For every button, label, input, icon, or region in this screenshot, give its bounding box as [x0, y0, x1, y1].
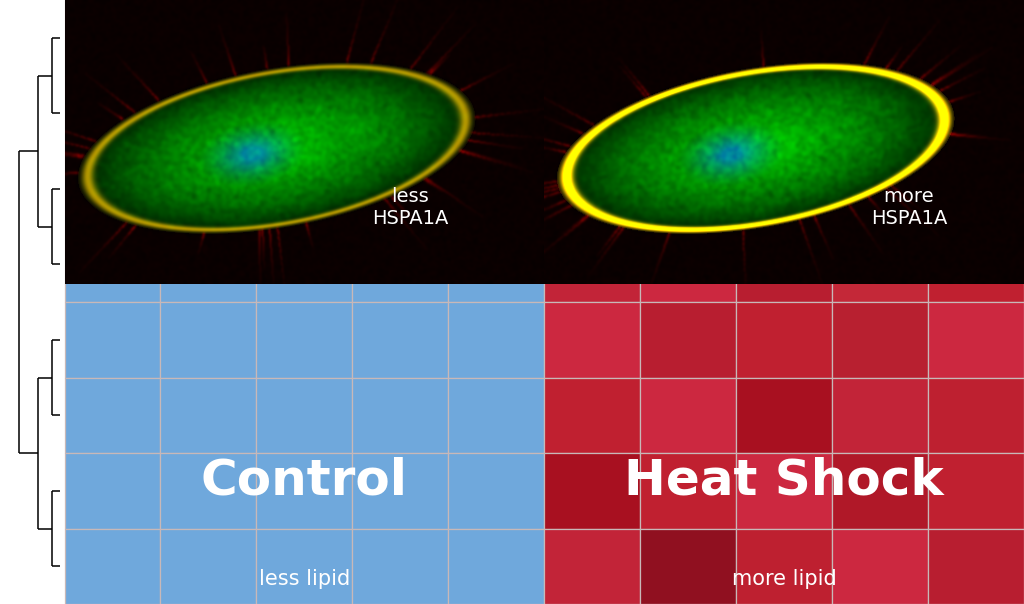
- Bar: [928, 453, 1024, 528]
- Bar: [545, 453, 640, 528]
- Bar: [640, 453, 736, 528]
- Bar: [736, 453, 833, 528]
- Bar: [545, 378, 640, 453]
- Bar: [640, 302, 736, 378]
- Bar: [65, 378, 161, 453]
- Bar: [833, 378, 928, 453]
- Bar: [449, 378, 545, 453]
- Bar: [256, 226, 352, 302]
- Bar: [736, 302, 833, 378]
- Bar: [640, 151, 736, 226]
- Bar: [256, 453, 352, 528]
- Bar: [161, 302, 256, 378]
- Bar: [640, 226, 736, 302]
- Bar: [352, 226, 449, 302]
- Bar: [161, 226, 256, 302]
- Bar: [256, 528, 352, 604]
- Bar: [256, 378, 352, 453]
- Bar: [352, 453, 449, 528]
- Bar: [161, 151, 256, 226]
- Bar: [928, 378, 1024, 453]
- Bar: [449, 76, 545, 151]
- Bar: [736, 378, 833, 453]
- Bar: [736, 528, 833, 604]
- Bar: [736, 76, 833, 151]
- Bar: [928, 151, 1024, 226]
- Bar: [833, 453, 928, 528]
- Bar: [545, 528, 640, 604]
- Bar: [65, 528, 161, 604]
- Bar: [65, 0, 161, 76]
- Bar: [161, 378, 256, 453]
- Bar: [736, 151, 833, 226]
- Bar: [545, 302, 640, 378]
- Bar: [833, 0, 928, 76]
- Bar: [449, 453, 545, 528]
- Bar: [833, 528, 928, 604]
- Bar: [833, 226, 928, 302]
- Text: Control: Control: [201, 456, 408, 504]
- Bar: [640, 76, 736, 151]
- Text: less lipid: less lipid: [259, 568, 350, 589]
- Bar: [545, 226, 640, 302]
- Bar: [640, 0, 736, 76]
- Bar: [449, 528, 545, 604]
- Bar: [65, 76, 161, 151]
- Text: Heat Shock: Heat Shock: [625, 456, 944, 504]
- Bar: [161, 0, 256, 76]
- Bar: [256, 151, 352, 226]
- Bar: [449, 151, 545, 226]
- Text: more lipid: more lipid: [732, 568, 837, 589]
- Bar: [256, 302, 352, 378]
- Bar: [928, 302, 1024, 378]
- Bar: [352, 151, 449, 226]
- Bar: [161, 76, 256, 151]
- Bar: [736, 226, 833, 302]
- Bar: [833, 76, 928, 151]
- Bar: [65, 151, 161, 226]
- Bar: [833, 302, 928, 378]
- Bar: [545, 0, 640, 76]
- Bar: [545, 151, 640, 226]
- Bar: [545, 76, 640, 151]
- Bar: [256, 0, 352, 76]
- Bar: [928, 0, 1024, 76]
- Bar: [928, 528, 1024, 604]
- Bar: [352, 302, 449, 378]
- Bar: [256, 76, 352, 151]
- Bar: [352, 528, 449, 604]
- Bar: [449, 226, 545, 302]
- Bar: [65, 453, 161, 528]
- Bar: [449, 302, 545, 378]
- Bar: [65, 302, 161, 378]
- Text: more
HSPA1A: more HSPA1A: [870, 187, 947, 228]
- Bar: [352, 0, 449, 76]
- Bar: [161, 453, 256, 528]
- Bar: [65, 226, 161, 302]
- Bar: [928, 76, 1024, 151]
- Bar: [833, 151, 928, 226]
- Bar: [640, 378, 736, 453]
- Bar: [352, 76, 449, 151]
- Bar: [449, 0, 545, 76]
- Bar: [736, 0, 833, 76]
- Bar: [640, 528, 736, 604]
- Bar: [928, 226, 1024, 302]
- Bar: [161, 528, 256, 604]
- Bar: [352, 378, 449, 453]
- Text: less
HSPA1A: less HSPA1A: [372, 187, 449, 228]
